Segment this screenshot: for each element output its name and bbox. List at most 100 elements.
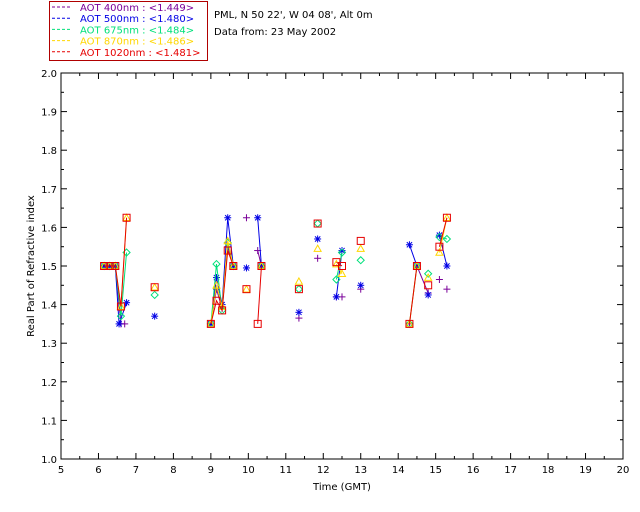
data-date-text: Data from: 23 May 2002 <box>214 27 337 38</box>
data-point <box>122 213 131 222</box>
data-point <box>332 293 340 301</box>
x-tick-label: 14 <box>392 465 405 476</box>
y-tick-label: 1.9 <box>41 108 57 119</box>
y-tick-label: 2.0 <box>41 69 57 80</box>
series-line <box>257 265 262 324</box>
data-point <box>206 319 215 328</box>
legend: AOT 400nm : <1.449>AOT 500nm : <1.480>AO… <box>52 3 200 59</box>
legend-box <box>49 1 208 61</box>
data-point <box>332 275 341 284</box>
data-point <box>412 262 421 270</box>
data-point <box>442 234 452 244</box>
data-point <box>424 291 432 299</box>
y-tick-label: 1.5 <box>41 262 57 273</box>
x-tick-label: 10 <box>242 465 255 476</box>
data-point <box>314 235 322 243</box>
series-3 <box>99 219 452 329</box>
data-point <box>338 247 346 255</box>
x-tick-label: 19 <box>579 465 592 476</box>
data-point <box>223 246 232 255</box>
data-point <box>356 236 365 245</box>
data-point <box>442 213 452 222</box>
data-point <box>442 213 451 222</box>
data-point <box>212 296 221 305</box>
x-tick-label: 17 <box>504 465 517 476</box>
data-point <box>242 284 251 293</box>
y-tick-label: 1.7 <box>41 185 57 196</box>
legend-entry: AOT 400nm : <1.449> <box>80 3 194 14</box>
y-tick-label: 1.1 <box>41 416 57 427</box>
data-point <box>224 214 232 222</box>
data-point <box>150 290 159 300</box>
y-tick-label: 1.4 <box>41 301 57 312</box>
data-point <box>294 285 303 294</box>
series-1 <box>100 214 451 328</box>
data-point <box>253 319 262 328</box>
data-point <box>150 283 159 292</box>
data-point <box>337 248 347 257</box>
legend-entry: AOT 1020nm : <1.481> <box>80 48 200 59</box>
data-point <box>424 281 433 290</box>
series-line <box>439 236 448 240</box>
data-point <box>242 285 251 294</box>
series-4 <box>99 213 452 328</box>
x-tick-label: 15 <box>429 465 442 476</box>
x-tick-label: 7 <box>133 465 139 476</box>
x-tick-label: 18 <box>542 465 555 476</box>
legend-entry: AOT 675nm : <1.484> <box>80 25 194 36</box>
x-tick-label: 9 <box>208 465 214 476</box>
series-line <box>210 250 234 325</box>
data-point <box>338 262 346 270</box>
data-point <box>443 285 451 293</box>
data-point <box>357 281 365 289</box>
data-point <box>116 302 126 310</box>
series-line <box>438 217 448 247</box>
data-point <box>257 262 266 270</box>
data-point <box>295 308 303 316</box>
data-point <box>314 254 322 262</box>
data-point <box>423 273 433 281</box>
data-point <box>435 242 444 251</box>
x-tick-label: 8 <box>170 465 176 476</box>
data-point <box>218 306 227 315</box>
x-tick-label: 6 <box>95 465 101 476</box>
x-tick-label: 12 <box>317 465 330 476</box>
series-2 <box>100 214 451 328</box>
y-tick-label: 1.3 <box>41 339 57 350</box>
y-axis-title: Real Part of Refractive index <box>26 195 37 337</box>
data-point <box>105 262 114 270</box>
data-point <box>423 269 433 278</box>
legend-entry: AOT 870nm : <1.486> <box>80 37 194 48</box>
data-point <box>294 276 304 285</box>
site-info: PML, N 50 22', W 04 08', Alt 0m Data fro… <box>214 7 373 41</box>
data-point <box>111 262 120 270</box>
data-point <box>313 219 322 228</box>
data-point <box>435 276 443 284</box>
data-point <box>405 319 414 328</box>
x-axis-title: Time (GMT) <box>312 482 371 493</box>
x-tick-label: 16 <box>467 465 480 476</box>
data-point <box>229 262 238 270</box>
series-line <box>408 265 418 324</box>
x-tick-label: 11 <box>279 465 292 476</box>
x-tick-label: 5 <box>58 465 64 476</box>
data-point <box>313 244 322 252</box>
data-point <box>242 214 250 222</box>
series-line <box>336 261 343 267</box>
data-point <box>212 280 221 289</box>
data-point <box>223 236 233 245</box>
y-tick-label: 1.2 <box>41 378 57 389</box>
data-point <box>405 241 413 249</box>
data-point <box>443 262 451 270</box>
data-point <box>116 311 126 321</box>
data-point <box>115 320 123 328</box>
data-point <box>405 319 414 328</box>
data-point <box>228 261 238 270</box>
data-point <box>150 282 160 291</box>
data-point <box>151 312 159 320</box>
series-line <box>257 217 262 267</box>
data-point <box>116 302 125 311</box>
data-point <box>242 264 250 272</box>
data-point <box>212 274 220 282</box>
